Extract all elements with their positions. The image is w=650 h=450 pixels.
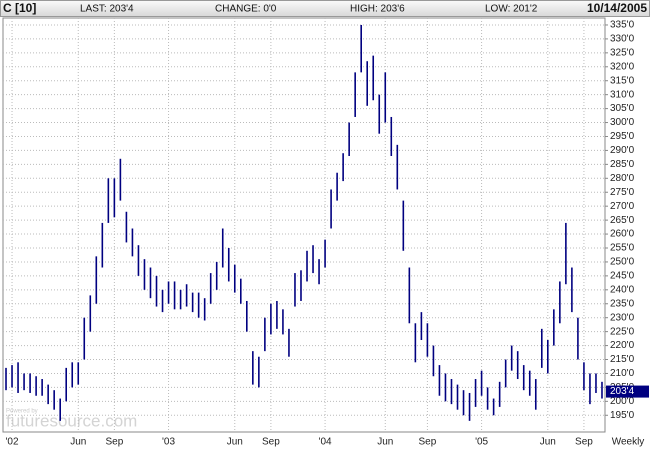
watermark: futuresource.com: [6, 411, 137, 430]
x-tick-label: '04: [319, 437, 332, 448]
y-tick-label: 265'0: [610, 215, 635, 226]
low: LOW: 201'2: [485, 4, 538, 15]
y-tick-label: 240'0: [610, 284, 635, 295]
y-tick-label: 300'0: [610, 117, 635, 128]
y-tick-label: 270'0: [610, 201, 635, 212]
y-tick-label: 275'0: [610, 187, 635, 198]
y-tick-label: 315'0: [610, 75, 635, 86]
plot-area: [2, 17, 606, 433]
y-tick-label: 215'0: [610, 354, 635, 365]
symbol: C [10]: [3, 1, 36, 15]
y-tick-label: 230'0: [610, 312, 635, 323]
y-tick-label: 235'0: [610, 298, 635, 309]
y-tick-label: 285'0: [610, 159, 635, 170]
x-tick-label: '03: [162, 437, 175, 448]
y-tick-label: 330'0: [610, 34, 635, 45]
x-tick-label: '02: [6, 437, 19, 448]
x-tick-label: Jun: [540, 437, 556, 448]
y-tick-label: 220'0: [610, 340, 635, 351]
y-tick-label: 305'0: [610, 103, 635, 114]
y-tick-label: 255'0: [610, 243, 635, 254]
last: LAST: 203'4: [80, 4, 134, 15]
watermark-small: Powered by: [6, 409, 38, 415]
y-tick-label: 195'0: [610, 410, 635, 421]
x-tick-label: Jun: [377, 437, 393, 448]
x-tick-label: Jun: [70, 437, 86, 448]
y-tick-label: 245'0: [610, 271, 635, 282]
y-tick-label: 320'0: [610, 61, 635, 72]
y-tick-label: 250'0: [610, 257, 635, 268]
x-tick-label: Sep: [575, 437, 593, 448]
high: HIGH: 203'6: [350, 4, 405, 15]
y-tick-label: 290'0: [610, 145, 635, 156]
y-tick-label: 260'0: [610, 229, 635, 240]
y-tick-label: 310'0: [610, 89, 635, 100]
change: CHANGE: 0'0: [215, 4, 277, 15]
y-tick-label: 325'0: [610, 47, 635, 58]
x-tick-label: '05: [475, 437, 488, 448]
last-marker-label: 203'4: [610, 386, 635, 397]
last-marker-box: [606, 385, 649, 398]
x-axis-label: Weekly: [612, 437, 645, 448]
y-tick-label: 210'0: [610, 368, 635, 379]
x-tick-label: Sep: [262, 437, 280, 448]
x-tick-label: Sep: [105, 437, 123, 448]
x-tick-label: Jun: [227, 437, 243, 448]
y-tick-label: 200'0: [610, 396, 635, 407]
x-tick-label: Sep: [419, 437, 437, 448]
y-tick-label: 295'0: [610, 131, 635, 142]
date: 10/14/2005: [587, 1, 647, 15]
y-tick-label: 280'0: [610, 173, 635, 184]
y-tick-label: 225'0: [610, 326, 635, 337]
y-tick-label: 335'0: [610, 20, 635, 31]
